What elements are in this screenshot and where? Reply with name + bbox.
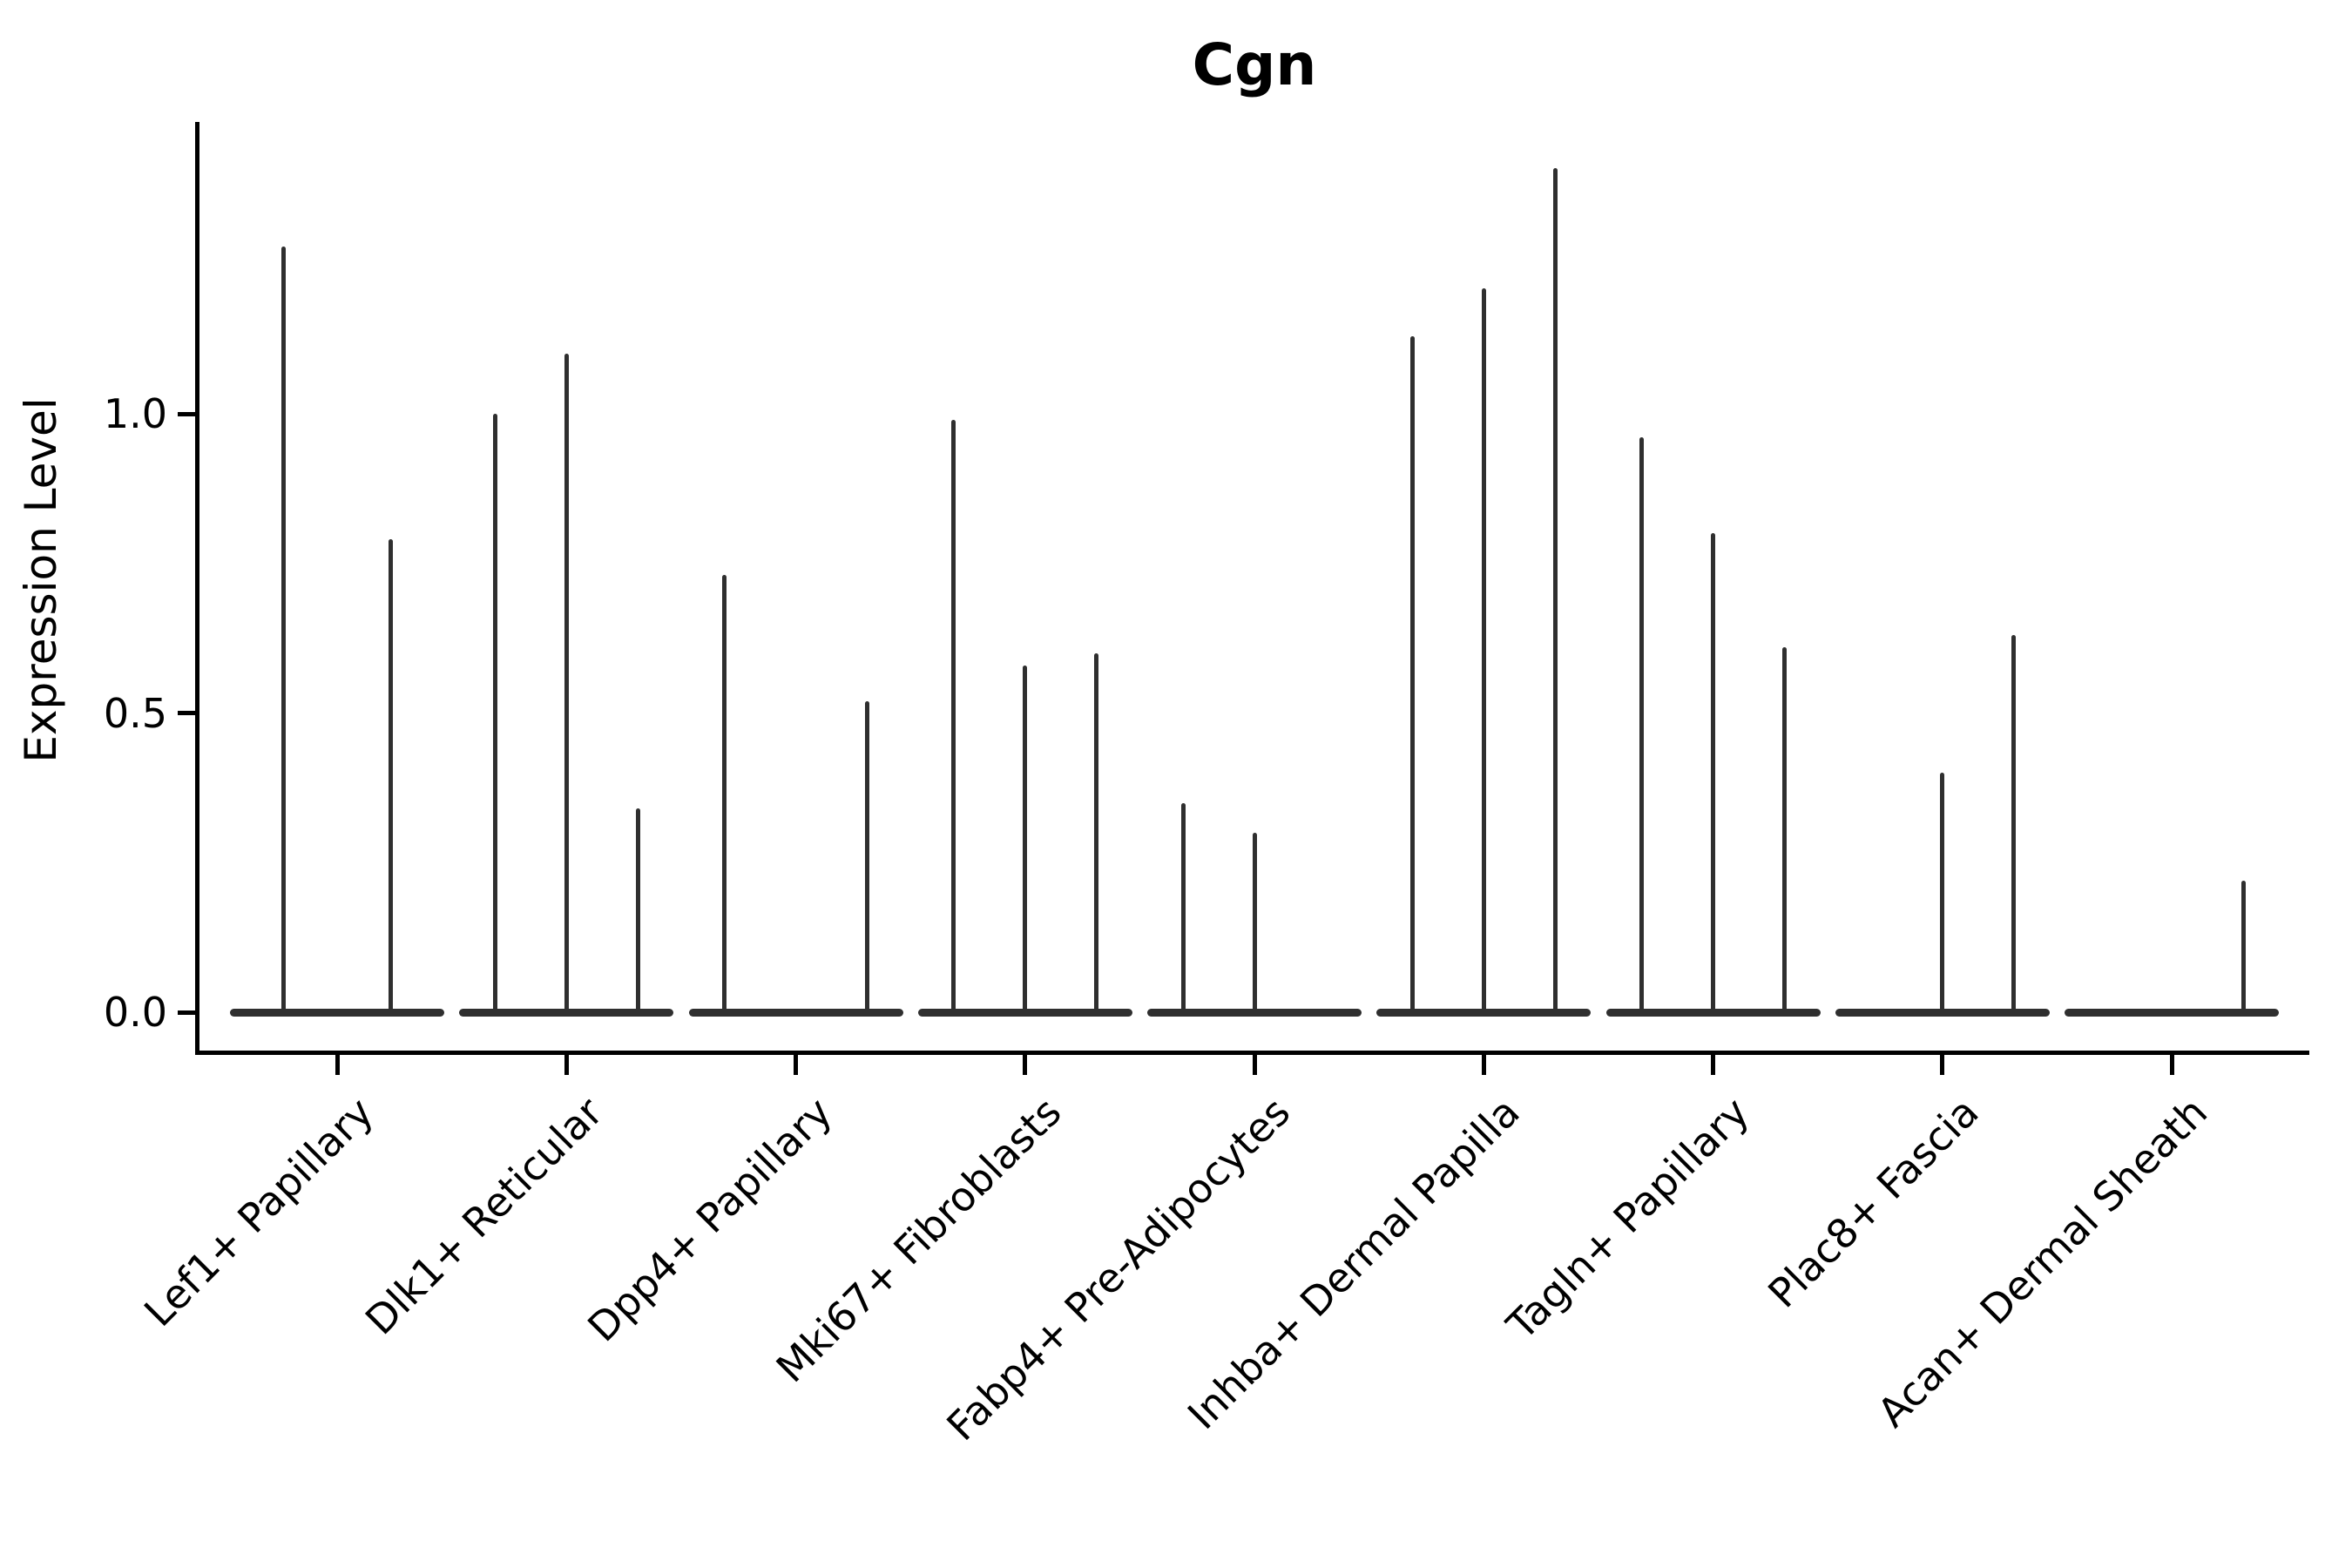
y-tick-mark [178,411,195,416]
violin-body [230,1008,444,1017]
page-title: Cgn [1192,31,1317,98]
y-tick-label: 1.0 [103,390,167,437]
x-tick-label: Tagln+ Papillary [1497,1088,1758,1349]
violin-spike [1782,646,1787,1012]
violin-spike [1639,437,1644,1012]
violin-body [2065,1008,2279,1017]
violin-body [1605,1008,1821,1017]
x-tick-label: Lef1+ Papillary [134,1088,382,1336]
violin-spike [2240,880,2246,1012]
violin-spike [564,354,569,1012]
violin-spike [1481,287,1486,1012]
x-tick-mark [794,1051,798,1075]
x-tick-label: Plac8+ Fascia [1758,1088,1988,1317]
x-tick-mark [1252,1051,1257,1075]
x-tick-mark [2169,1051,2174,1075]
y-tick-mark [178,1010,195,1015]
violin-body [1147,1008,1362,1017]
violin-spike [1711,533,1715,1012]
violin-spike [1940,773,1945,1012]
x-tick-mark [1711,1051,1715,1075]
violin-spike [1094,652,1099,1012]
x-tick-label: Dpp4+ Papillary [578,1088,841,1351]
violin-body [1376,1008,1592,1017]
violin-spike [281,246,286,1012]
y-tick-label: 0.0 [103,989,167,1036]
violin-spike [722,575,727,1012]
violin-spike [1180,802,1186,1012]
violin-body [688,1008,903,1017]
y-axis-label: Expression Level [16,397,66,763]
violin-spike [865,700,869,1012]
violin-body [917,1008,1132,1017]
violin-spike [1252,832,1257,1012]
y-axis-spine [195,122,199,1055]
x-tick-mark [335,1051,340,1075]
y-tick-mark [178,711,195,715]
violin-spike [1023,665,1028,1012]
violin-spike [635,808,640,1012]
violin-spike [2011,635,2017,1012]
x-tick-mark [1481,1051,1486,1075]
violin-spike [492,414,497,1012]
violin-body [1835,1008,2050,1017]
x-tick-mark [1940,1051,1945,1075]
y-tick-label: 0.5 [103,689,167,737]
violin-spike [1409,335,1415,1012]
violin-spike [951,419,956,1012]
x-tick-mark [1023,1051,1028,1075]
violin-spike [1552,168,1558,1012]
violin-spike [389,539,393,1012]
violin-body [459,1008,674,1017]
x-tick-label: Dlk1+ Reticular [355,1088,612,1344]
x-tick-mark [564,1051,569,1075]
